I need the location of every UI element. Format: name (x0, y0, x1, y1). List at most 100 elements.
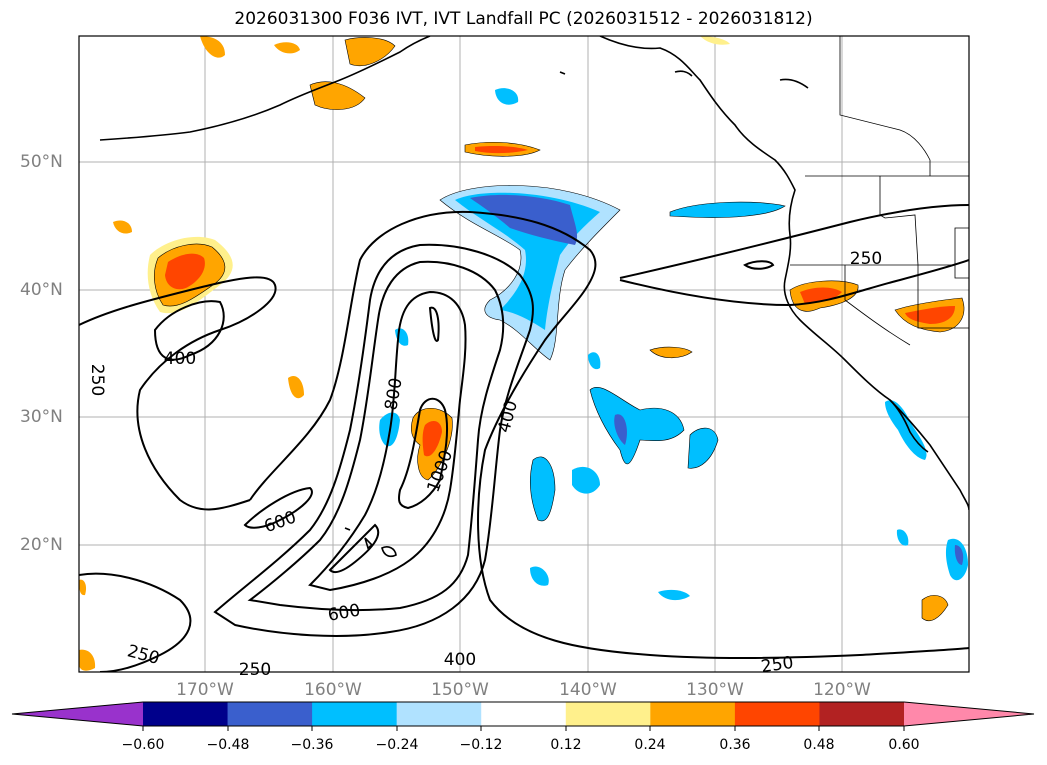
colorbar-tick-label: −0.48 (206, 737, 250, 753)
lon-label-130w: 130°W (686, 680, 744, 700)
contour-400-west (153, 300, 225, 361)
orange-region-sw (79, 649, 96, 671)
orange-region-nw4 (274, 42, 300, 54)
contour-250-sw (79, 572, 192, 672)
contour-250-ne2 (619, 259, 969, 307)
map-title: 2026031300 F036 IVT, IVT Landfall PC (20… (234, 9, 813, 29)
blue-region-s1 (529, 456, 556, 522)
blue-region-s4 (658, 589, 690, 601)
blue-region-center-core (614, 414, 627, 445)
orange-region-nw2 (344, 37, 396, 66)
border-canada-inner (839, 36, 931, 176)
contour-250-blob (743, 260, 775, 270)
coastlines (99, 36, 969, 558)
blue-region-center (589, 387, 685, 465)
colorbar-cell (650, 702, 736, 726)
blue-region-ne (669, 201, 786, 218)
map-frame (78, 35, 970, 673)
lon-label-170w: 170°W (176, 680, 234, 700)
colorbar-cell (734, 702, 820, 726)
orange-region-mid (649, 346, 693, 359)
hawaii-3 (344, 527, 351, 531)
contour-800-blob (428, 306, 440, 342)
contour-800-main (308, 290, 467, 592)
contour-label-w250: 250 (87, 364, 107, 396)
blue-region-se-core (954, 545, 964, 565)
lat-label-30n: 30°N (20, 407, 63, 427)
orange-region-nw3 (200, 36, 225, 58)
map-background (79, 36, 969, 672)
contour-1000 (398, 397, 449, 510)
contour-250-ne1 (619, 204, 969, 279)
colorbar-cells (143, 702, 905, 726)
lon-label-120w: 120°W (813, 680, 871, 700)
baja-coast (889, 399, 929, 453)
coastline-west-na (599, 36, 969, 511)
border-ca-nv (844, 265, 911, 346)
political-borders (790, 36, 969, 346)
contour-600-main (247, 260, 505, 612)
colorbar-tick-label: −0.60 (121, 737, 165, 753)
colorbar-cell (143, 702, 229, 726)
lon-label-140w: 140°W (559, 680, 617, 700)
hawaii-2 (381, 546, 397, 558)
lon-label-160w: 160°W (304, 680, 362, 700)
blue-region-north (495, 88, 519, 105)
colorbar-cell (227, 702, 313, 726)
blue-region-s3 (530, 566, 549, 586)
orange-region-small1 (288, 375, 304, 399)
border-az (917, 265, 969, 329)
blue-region-e (687, 427, 719, 469)
lat-label-40n: 40°N (20, 280, 63, 300)
colorbar-extend-low (12, 702, 143, 726)
colorbar (11, 701, 1035, 731)
coastline-fragment1 (779, 78, 809, 89)
negative-pc-areas (379, 88, 968, 601)
contour-600-blob (243, 486, 313, 529)
orange-region-nw (309, 81, 366, 110)
orange-region-w-core (165, 253, 205, 290)
orange-region-n-core (475, 146, 528, 154)
hawaii-1 (364, 537, 374, 550)
orange-region-ca-core (800, 287, 842, 304)
colorbar-ticks (142, 726, 905, 731)
colorbar-extend-high (904, 702, 1034, 726)
blue-region-small3 (896, 529, 909, 546)
colorbar-cell (565, 702, 651, 726)
colorbar-cell (396, 702, 482, 726)
blue-region-s2 (572, 466, 600, 494)
lat-label-20n: 20°N (20, 535, 63, 555)
contour-label-400s: 400 (444, 650, 476, 670)
border-states-1 (879, 176, 955, 266)
positive-pc-areas (79, 36, 965, 671)
border-inset-box (954, 227, 969, 279)
colorbar-tick-label: −0.12 (459, 737, 503, 753)
contour-label-se250: 250 (760, 653, 795, 677)
orange-region-e-core (905, 306, 955, 324)
contour-label-w400: 400 (164, 349, 196, 369)
contour-250-main (249, 210, 969, 660)
colorbar-cell (312, 702, 398, 726)
colorbar-tick-label: −0.24 (375, 737, 419, 753)
yellow-region-n (700, 36, 730, 45)
colorbar-tick-label: 0.60 (888, 737, 920, 753)
colorbar-tick-label: 0.12 (550, 737, 582, 753)
colorbar-cell (481, 702, 567, 726)
colorbar-tick-label: 0.24 (634, 737, 666, 753)
coastline-fragment3 (674, 70, 693, 77)
contour-label-ne: 250 (850, 249, 882, 269)
blue-region-small2 (588, 352, 601, 370)
lon-label-150w: 150°W (431, 680, 489, 700)
orange-region-w-edge (79, 579, 87, 596)
blue-region-coast (885, 400, 927, 460)
colorbar-cell (819, 702, 905, 726)
colorbar-tick-label: 0.48 (803, 737, 835, 753)
lat-label-50n: 50°N (20, 152, 63, 172)
orange-region-small2 (113, 220, 132, 234)
contour-label-sw250b: 250 (239, 660, 271, 680)
orange-region-se (921, 595, 949, 622)
contour-400-main (213, 243, 534, 637)
coastline-fragment2 (559, 71, 566, 75)
orange-region-center-core (422, 420, 442, 457)
ivt-contours (79, 204, 969, 672)
